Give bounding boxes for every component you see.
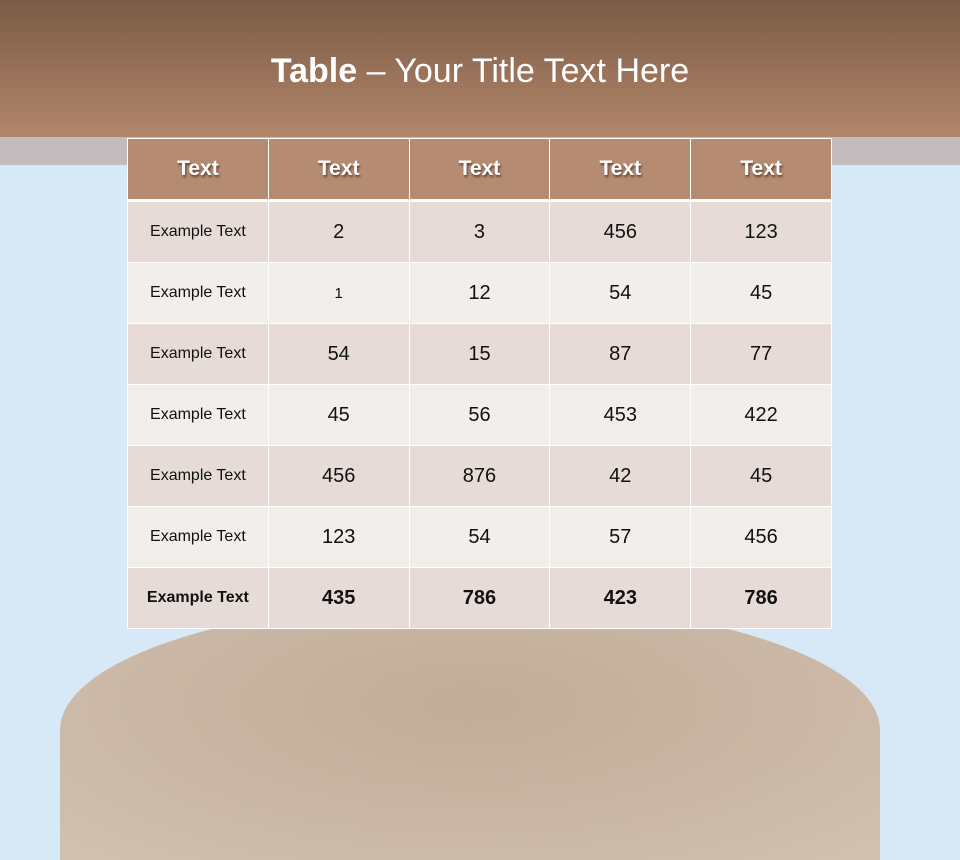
table-cell: 56 xyxy=(408,384,551,446)
table-cell: 435 xyxy=(267,567,410,629)
column-header: Text xyxy=(408,138,551,202)
table-cell: 15 xyxy=(408,323,551,385)
table-cell: 876 xyxy=(408,445,551,507)
table-row: Example Text 1 12 54 45 xyxy=(127,262,832,324)
background-lizard-image xyxy=(60,600,880,860)
row-label: Example Text xyxy=(127,445,269,507)
table-cell: 54 xyxy=(408,506,551,568)
table-cell: 453 xyxy=(549,384,692,446)
table-cell: 123 xyxy=(690,200,832,263)
column-header: Text xyxy=(127,138,269,202)
row-label: Example Text xyxy=(127,384,269,446)
total-row: Example Text 435 786 423 786 xyxy=(127,567,832,629)
table-cell: 123 xyxy=(267,506,410,568)
table-cell: 45 xyxy=(690,262,832,324)
table-cell: 456 xyxy=(549,200,692,263)
table-cell: 3 xyxy=(408,200,551,263)
table-cell: 422 xyxy=(690,384,832,446)
column-header: Text xyxy=(549,138,692,202)
title-bold: Table xyxy=(270,52,358,90)
table-cell: 77 xyxy=(690,323,832,385)
table-row: Example Text 54 15 87 77 xyxy=(127,323,832,385)
row-label: Example Text xyxy=(127,567,269,629)
table-cell: 45 xyxy=(690,445,832,507)
row-label: Example Text xyxy=(127,506,269,568)
row-label: Example Text xyxy=(127,323,269,385)
table-cell: 57 xyxy=(549,506,692,568)
table-cell: 42 xyxy=(549,445,692,507)
column-header: Text xyxy=(267,138,410,202)
table-cell: 54 xyxy=(549,262,692,324)
header-row: Text Text Text Text Text xyxy=(127,138,832,202)
row-label: Example Text xyxy=(127,262,269,324)
data-table: Text Text Text Text Text Example Text 2 3 4… xyxy=(127,138,832,629)
table-row: Example Text 45 56 453 422 xyxy=(127,384,832,446)
table-cell: 786 xyxy=(408,567,551,629)
table-cell: 456 xyxy=(267,445,410,507)
table-cell: 786 xyxy=(690,567,832,629)
table-row: Example Text 456 876 42 45 xyxy=(127,445,832,507)
title-rest: – Your Title Text Here xyxy=(357,52,690,90)
column-header: Text xyxy=(690,138,832,202)
table-cell: 12 xyxy=(408,262,551,324)
table-cell: 2 xyxy=(267,200,410,263)
table-cell: 456 xyxy=(690,506,832,568)
title-band xyxy=(0,0,960,137)
table-row: Example Text 2 3 456 123 xyxy=(127,200,832,263)
table-cell: 45 xyxy=(267,384,410,446)
row-label: Example Text xyxy=(127,200,269,263)
slide-title: Table – Your Title Text Here xyxy=(0,52,960,91)
table-cell: 54 xyxy=(267,323,410,385)
table-row: Example Text 123 54 57 456 xyxy=(127,506,832,568)
table-cell: 87 xyxy=(549,323,692,385)
table-cell: 1 xyxy=(267,262,410,324)
table-cell: 423 xyxy=(549,567,692,629)
